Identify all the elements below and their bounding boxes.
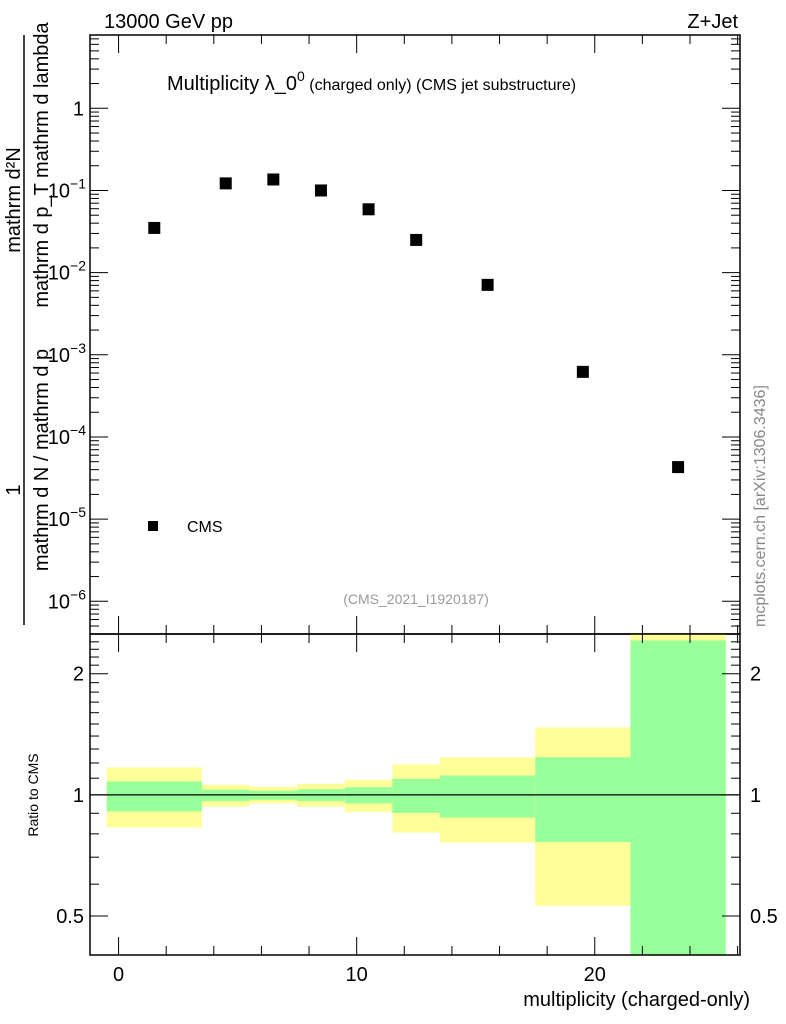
data-point-cms (672, 461, 685, 474)
header-left: 13000 GeV pp (104, 11, 233, 33)
data-point-cms (219, 177, 232, 190)
uncertainty-band-inner (630, 640, 726, 955)
main-panel: 1 10−1 10−2 10−3 10−4 10−5 10−6 (48, 34, 741, 635)
title-main: Multiplicity λ_0 (167, 73, 297, 95)
uncertainty-band-inner (535, 757, 631, 843)
y-tick-label: 10−5 (48, 504, 86, 531)
ylabel-num2: 1 (3, 484, 25, 495)
y-tick-label: 10−2 (48, 258, 86, 285)
data-point-cms (362, 203, 375, 216)
data-point-cms (481, 278, 494, 291)
y-tick-label: 10−3 (48, 340, 86, 367)
y-tick-label: 10−4 (48, 422, 86, 449)
ratio-y-tick-label: 2 (73, 664, 84, 686)
uncertainty-band-inner (392, 778, 440, 813)
x-tick-label: 10 (346, 964, 368, 986)
title-sup: 0 (297, 68, 305, 84)
y-axis-label: mathrm d²N mathrm d p_T mathrm d lambda … (3, 21, 53, 625)
uncertainty-band-inner (106, 781, 202, 812)
ylabel-num1: mathrm d²N (3, 147, 25, 253)
data-point-cms (314, 184, 327, 197)
y-tick-label: 10−1 (48, 175, 86, 202)
title-sub: (charged only) (CMS jet substructure) (305, 77, 576, 94)
data-point-cms (148, 221, 161, 234)
ratio-y-tick-label-right: 2 (750, 664, 761, 686)
y-tick-label: 10−6 (48, 586, 86, 613)
legend-marker (148, 521, 158, 531)
ratio-y-tick-label-right: 0.5 (750, 906, 778, 928)
ylabel-den1: mathrm d p_T mathrm d lambda (31, 21, 53, 307)
data-point-cms (410, 233, 423, 246)
plot-title: Multiplicity λ_00 (charged only) (CMS je… (167, 68, 576, 95)
x-axis-label: multiplicity (charged-only) (523, 989, 750, 1011)
data-point-cms (267, 173, 280, 186)
ratio-y-label: Ratio to CMS (25, 753, 41, 836)
header-right: Z+Jet (687, 11, 738, 33)
x-tick-label: 0 (113, 964, 124, 986)
uncertainty-band-inner (440, 775, 536, 818)
data-point-cms (576, 365, 589, 378)
legend: CMS (148, 519, 223, 536)
main-frame (89, 34, 741, 635)
ratio-y-tick-label-right: 1 (750, 785, 761, 807)
ratio-panel: 2 2 1 1 0.5 0.5 0 10 20 (56, 633, 778, 986)
ratio-y-tick-label: 0.5 (56, 906, 84, 928)
ratio-y-tick-label: 1 (73, 785, 84, 807)
watermark: (CMS_2021_I1920187) (343, 591, 489, 607)
x-tick-label: 20 (584, 964, 606, 986)
side-label: mcplots.cern.ch [arXiv:1306.3436] (752, 385, 769, 627)
y-tick-label: 1 (73, 98, 84, 120)
ylabel-den2: mathrm d N / mathrm d p (31, 349, 53, 571)
legend-label: CMS (187, 519, 223, 536)
